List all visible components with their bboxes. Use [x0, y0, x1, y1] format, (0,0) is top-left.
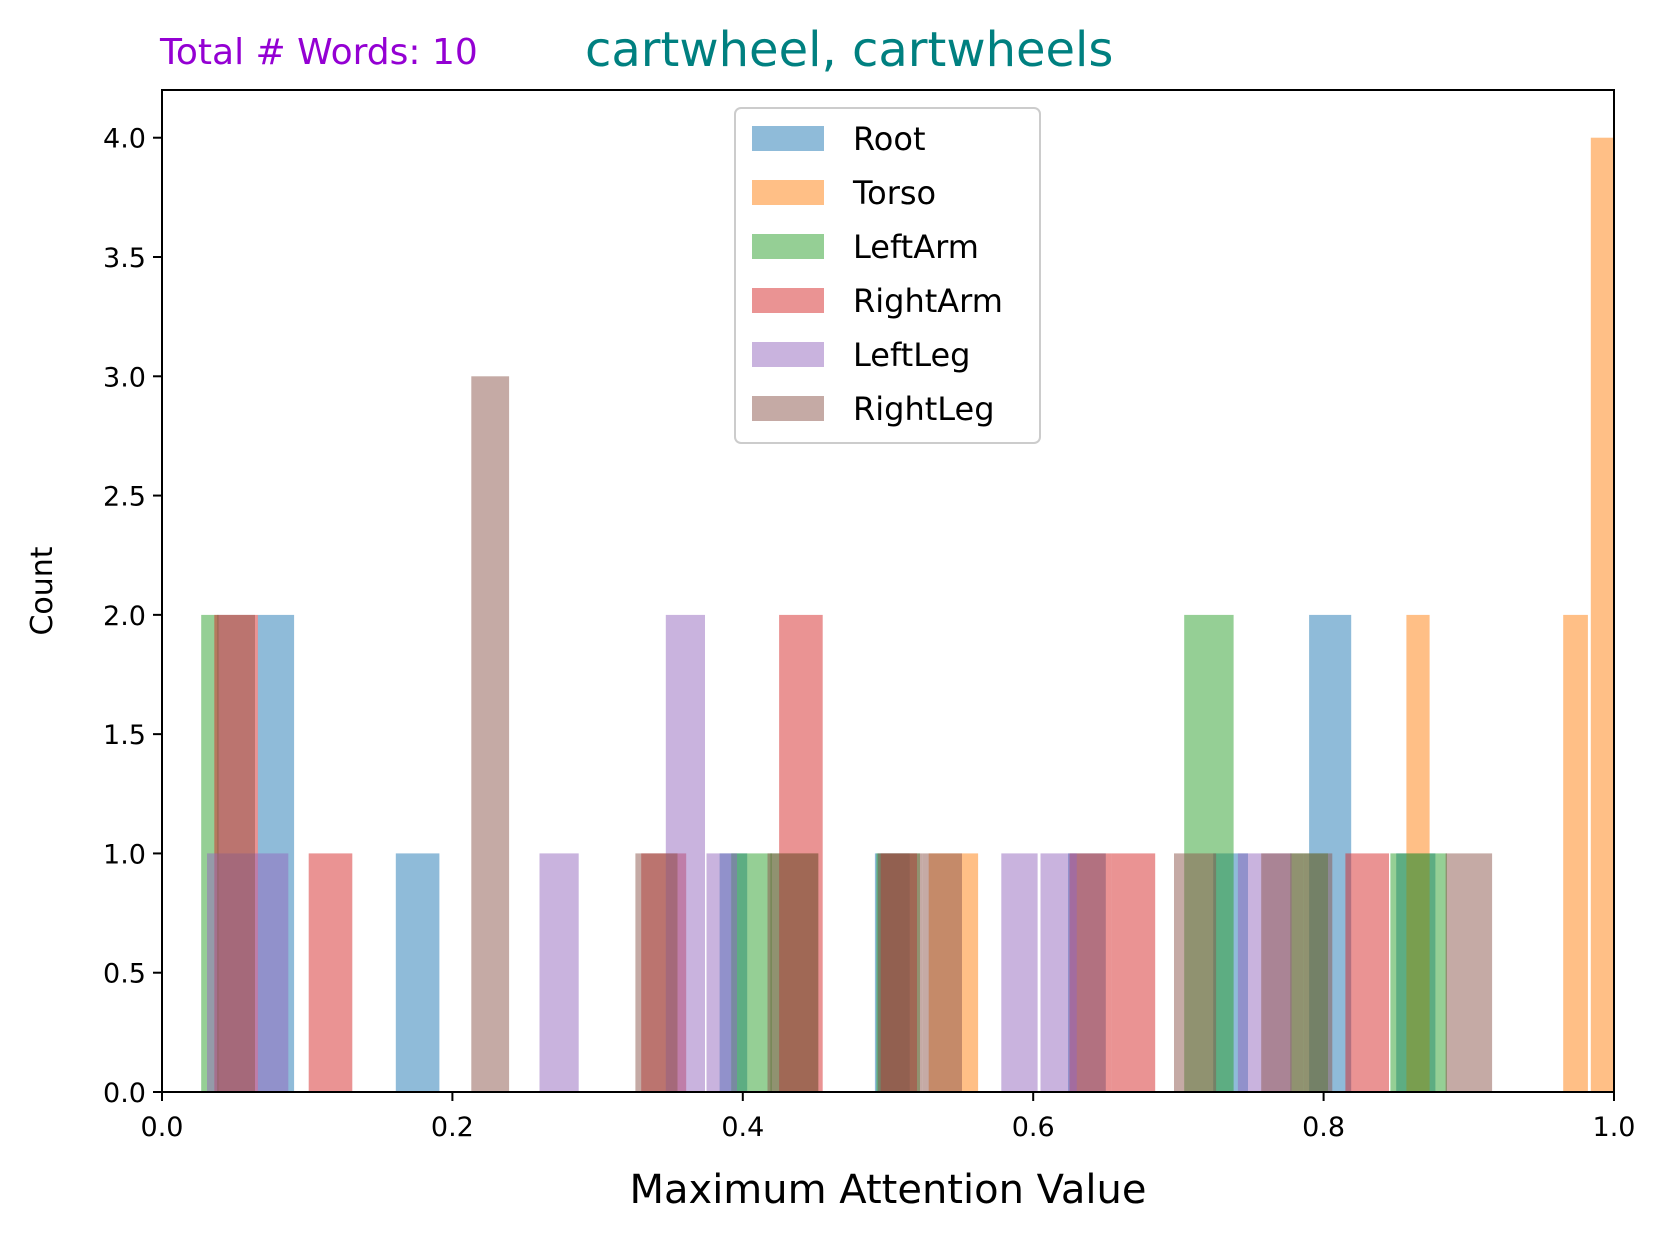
- chart-title: cartwheel, cartwheels: [585, 22, 1113, 78]
- bar-leftleg-3: [706, 853, 737, 1092]
- bar-leftleg-1: [539, 853, 579, 1092]
- bar-rightleg-4: [877, 853, 923, 1092]
- bar-rightleg-9: [1445, 853, 1493, 1092]
- x-tick-label: 0.8: [1302, 1112, 1345, 1143]
- y-tick-label: 3.0: [103, 362, 146, 393]
- legend-swatch-leftleg: [752, 342, 824, 367]
- bar-leftleg-5: [1040, 853, 1077, 1092]
- bar-rightarm-1: [308, 853, 353, 1092]
- legend-swatch-rightarm: [752, 288, 824, 313]
- y-tick-label: 4.0: [103, 124, 146, 155]
- bar-rightleg-0: [217, 614, 255, 1092]
- y-tick-label: 1.0: [103, 839, 146, 870]
- legend-swatch-root: [752, 126, 824, 151]
- plot-frame: [161, 89, 1615, 1093]
- y-tick-label: 2.0: [103, 601, 146, 632]
- series-rightleg: [217, 376, 1493, 1092]
- y-tick-label: 2.5: [103, 482, 146, 513]
- bar-rightleg-7: [1261, 853, 1304, 1092]
- legend-label-rightarm: RightArm: [853, 282, 1003, 320]
- bar-root-1: [395, 853, 440, 1092]
- total-words-label: Total # Words: 10: [159, 32, 478, 73]
- bar-torso-2: [1563, 614, 1588, 1092]
- x-axis-title: Maximum Attention Value: [630, 1167, 1147, 1213]
- x-tick-label: 0.0: [141, 1112, 184, 1143]
- bar-rightarm-7: [1345, 853, 1389, 1092]
- y-axis: 0.0 0.5 1.0 1.5 2.0 2.5 3.0 3.5 4.0: [103, 124, 162, 1109]
- bar-leftarm-6: [1390, 853, 1447, 1092]
- bar-rightleg-1: [471, 376, 510, 1092]
- x-axis: 0.0 0.2 0.4 0.6 0.8 1.0: [141, 1092, 1636, 1143]
- legend-label-rightleg: RightLeg: [853, 390, 995, 428]
- bar-torso-3: [1590, 137, 1614, 1092]
- x-tick-label: 0.6: [1012, 1112, 1055, 1143]
- y-tick-label: 1.5: [103, 720, 146, 751]
- bar-rightarm-6: [1111, 853, 1156, 1092]
- bar-rightleg-6: [1174, 853, 1217, 1092]
- bar-leftarm-1: [731, 853, 772, 1092]
- legend-label-torso: Torso: [852, 174, 936, 212]
- legend-label-root: Root: [853, 120, 926, 158]
- bar-rightleg-2: [635, 853, 678, 1092]
- bar-leftleg-4: [1001, 853, 1038, 1092]
- y-tick-label: 0.5: [103, 959, 146, 990]
- x-tick-label: 0.4: [721, 1112, 764, 1143]
- legend: Root Torso LeftArm RightArm LeftLeg RightLeg: [734, 107, 1041, 444]
- legend-swatch-leftarm: [752, 234, 824, 259]
- bars-layer: [201, 137, 1614, 1092]
- legend-swatch-torso: [752, 180, 824, 205]
- x-tick-label: 1.0: [1593, 1112, 1636, 1143]
- y-tick-label: 3.5: [103, 243, 146, 274]
- legend-swatch-rightleg: [752, 396, 824, 421]
- bar-rightleg-8: [1303, 853, 1333, 1092]
- legend-label-leftarm: LeftArm: [853, 228, 979, 266]
- x-tick-label: 0.2: [431, 1112, 474, 1143]
- bar-rightleg-3: [767, 853, 819, 1092]
- legend-label-leftleg: LeftLeg: [853, 336, 970, 374]
- bar-rightleg-5: [922, 853, 962, 1092]
- bar-leftleg-6: [1237, 853, 1263, 1092]
- y-axis-title: Count: [25, 546, 60, 635]
- y-tick-label: 0.0: [103, 1078, 146, 1109]
